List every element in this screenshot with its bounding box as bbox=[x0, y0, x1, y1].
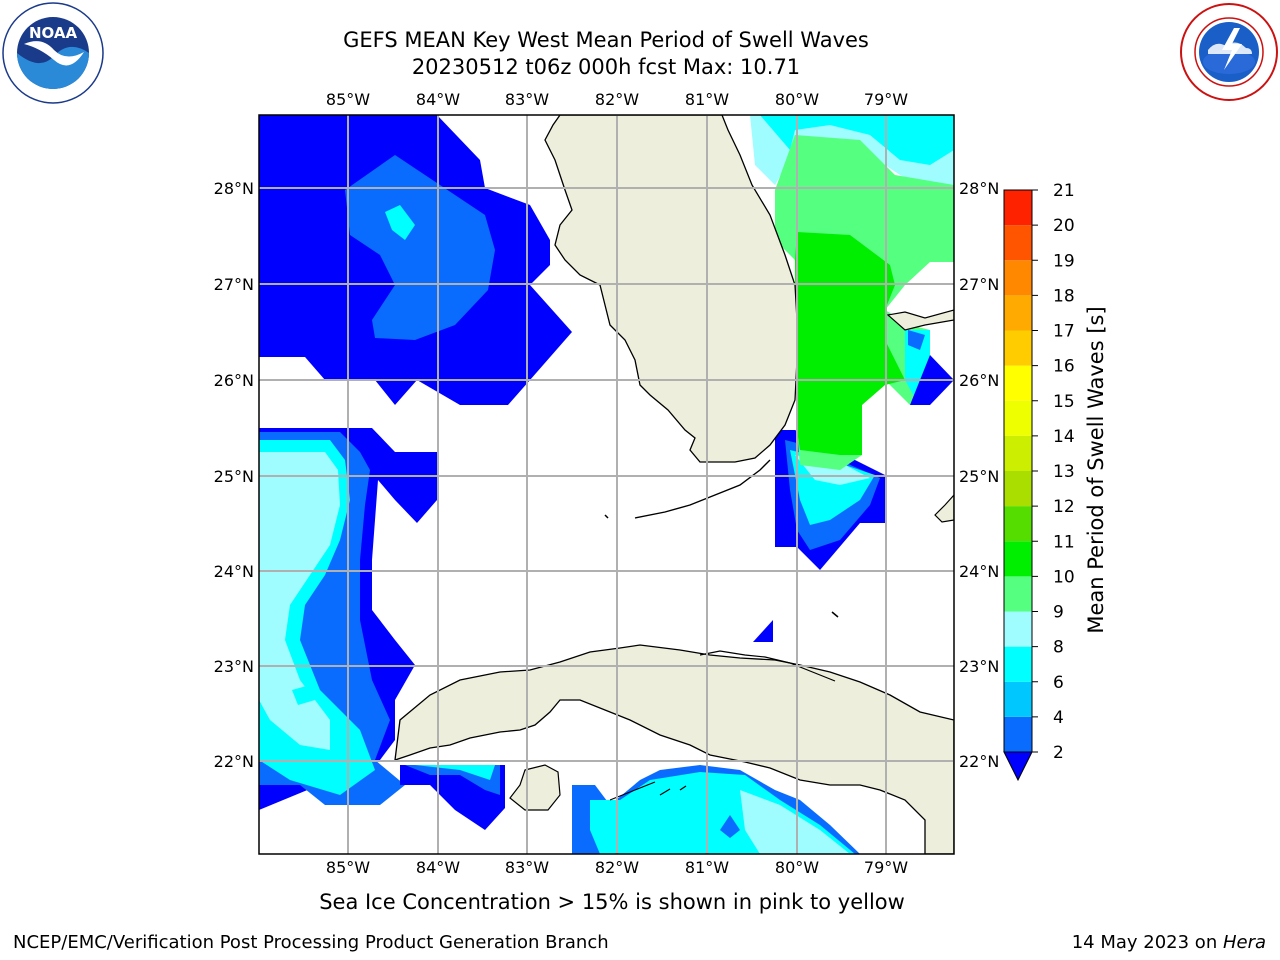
swell-region-short bbox=[720, 815, 740, 838]
colorbar bbox=[1003, 189, 1038, 782]
colorbar-tick-label: 9 bbox=[1053, 603, 1064, 623]
lat-label-left: 23°N bbox=[214, 657, 254, 676]
lon-label-bottom: 79°W bbox=[864, 858, 908, 877]
cuba-south-keys bbox=[609, 781, 687, 801]
lat-label-left: 26°N bbox=[214, 371, 254, 390]
lat-label-right: 22°N bbox=[959, 752, 999, 771]
footer-date: 14 May 2023 on Hera bbox=[1072, 932, 1266, 953]
cuba-north-keys bbox=[699, 650, 836, 682]
colorbar-tick-label: 16 bbox=[1053, 357, 1075, 377]
lon-label-top: 85°W bbox=[326, 90, 370, 109]
colorbar-tick-label: 4 bbox=[1053, 708, 1064, 728]
colorbar-band bbox=[1004, 471, 1032, 507]
lat-label-right: 23°N bbox=[959, 657, 999, 676]
lat-label-right: 26°N bbox=[959, 371, 999, 390]
lat-label-left: 25°N bbox=[214, 467, 254, 486]
lat-label-right: 27°N bbox=[959, 275, 999, 294]
swell-region-light bbox=[259, 452, 340, 750]
colorbar-tick-label: 11 bbox=[1053, 532, 1075, 552]
swell-region-light bbox=[740, 790, 850, 854]
colorbar-tick-label: 6 bbox=[1053, 673, 1064, 693]
land-florida bbox=[544, 115, 798, 463]
island-outline bbox=[831, 611, 839, 618]
lat-label-right: 24°N bbox=[959, 562, 999, 581]
colorbar-tick-label: 12 bbox=[1053, 497, 1075, 517]
swell-region-short bbox=[345, 155, 495, 340]
colorbar-tick-label: 8 bbox=[1053, 638, 1064, 658]
lon-label-bottom: 83°W bbox=[505, 858, 549, 877]
lon-label-bottom: 82°W bbox=[595, 858, 639, 877]
lon-label-top: 81°W bbox=[685, 90, 729, 109]
colorbar-band bbox=[1004, 295, 1032, 331]
lon-label-top: 80°W bbox=[775, 90, 819, 109]
florida-keys bbox=[634, 459, 771, 519]
colorbar-band bbox=[1004, 611, 1032, 647]
chart-subtitle: 20230512 t06z 000h fcst Max: 10.71 bbox=[411, 55, 801, 79]
colorbar-band bbox=[1004, 435, 1032, 471]
lat-label-right: 28°N bbox=[959, 179, 999, 198]
colorbar-title: Mean Period of Swell Waves [s] bbox=[1084, 306, 1108, 634]
lon-label-bottom: 81°W bbox=[685, 858, 729, 877]
noaa-logo-text: NOAA bbox=[29, 24, 78, 42]
lat-label-right: 25°N bbox=[959, 467, 999, 486]
colorbar-tick-label: 13 bbox=[1053, 462, 1075, 482]
lat-label-left: 22°N bbox=[214, 752, 254, 771]
colorbar-tick-label: 10 bbox=[1053, 567, 1075, 587]
colorbar-band bbox=[1004, 681, 1032, 717]
swell-region-medium bbox=[760, 115, 954, 165]
swell-region-medium bbox=[292, 685, 315, 705]
map-gridlines bbox=[259, 115, 954, 854]
colorbar-tick-labels: 2 4 6 8 9 10 11 12 13 14 15 16 17 18 19 20 21 bbox=[1053, 181, 1075, 763]
colorbar-tick-label: 15 bbox=[1053, 392, 1075, 412]
colorbar-tick-label: 14 bbox=[1053, 427, 1075, 447]
colorbar-band bbox=[1004, 506, 1032, 542]
footer-host: Hera bbox=[1222, 932, 1266, 953]
swell-region-very-short bbox=[753, 620, 773, 642]
lon-label-bottom: 85°W bbox=[326, 858, 370, 877]
swell-region-bright-green bbox=[795, 232, 905, 455]
colorbar-band bbox=[1004, 576, 1032, 612]
colorbar-tick-label: 19 bbox=[1053, 251, 1075, 271]
chart-title: GEFS MEAN Key West Mean Period of Swell … bbox=[343, 28, 869, 52]
colorbar-band bbox=[1004, 365, 1032, 401]
colorbar-under-arrow bbox=[1003, 751, 1033, 782]
swell-region-medium bbox=[415, 765, 495, 780]
colorbar-tick-label: 17 bbox=[1053, 322, 1075, 342]
colorbar-band bbox=[1004, 260, 1032, 296]
lat-label-left: 24°N bbox=[214, 562, 254, 581]
colorbar-tick-label: 18 bbox=[1053, 286, 1075, 306]
noaa-logo: NOAA bbox=[2, 2, 104, 104]
nws-logo bbox=[1180, 3, 1278, 101]
lon-label-bottom: 80°W bbox=[775, 858, 819, 877]
colorbar-band bbox=[1004, 190, 1032, 226]
lon-label-top: 82°W bbox=[595, 90, 639, 109]
colorbar-band bbox=[1004, 716, 1032, 752]
land-cuba bbox=[394, 644, 954, 854]
island-outline bbox=[604, 514, 609, 519]
swell-region-short bbox=[908, 330, 925, 350]
footer-date-text: 14 May 2023 on bbox=[1071, 932, 1223, 953]
colorbar-band bbox=[1004, 225, 1032, 261]
colorbar-band bbox=[1004, 400, 1032, 436]
colorbar-tick-label: 21 bbox=[1053, 181, 1075, 201]
lon-label-bottom: 84°W bbox=[416, 858, 460, 877]
land-bahamas bbox=[934, 494, 954, 523]
colorbar-tick-label: 20 bbox=[1053, 216, 1075, 236]
colorbar-band bbox=[1004, 541, 1032, 577]
lat-label-left: 28°N bbox=[214, 179, 254, 198]
land-bahamas bbox=[886, 309, 954, 331]
swell-region-medium bbox=[385, 205, 415, 240]
footer-credit: NCEP/EMC/Verification Post Processing Pr… bbox=[13, 932, 609, 953]
land-isle-of-youth bbox=[509, 764, 561, 811]
colorbar-tick-label: 2 bbox=[1053, 743, 1064, 763]
map-frame bbox=[258, 114, 955, 855]
lon-label-top: 79°W bbox=[864, 90, 908, 109]
colorbar-band bbox=[1004, 330, 1032, 366]
lat-label-left: 27°N bbox=[214, 275, 254, 294]
lon-label-top: 83°W bbox=[505, 90, 549, 109]
colorbar-band bbox=[1004, 646, 1032, 682]
lon-label-top: 84°W bbox=[416, 90, 460, 109]
sea-ice-note: Sea Ice Concentration > 15% is shown in … bbox=[319, 890, 905, 914]
